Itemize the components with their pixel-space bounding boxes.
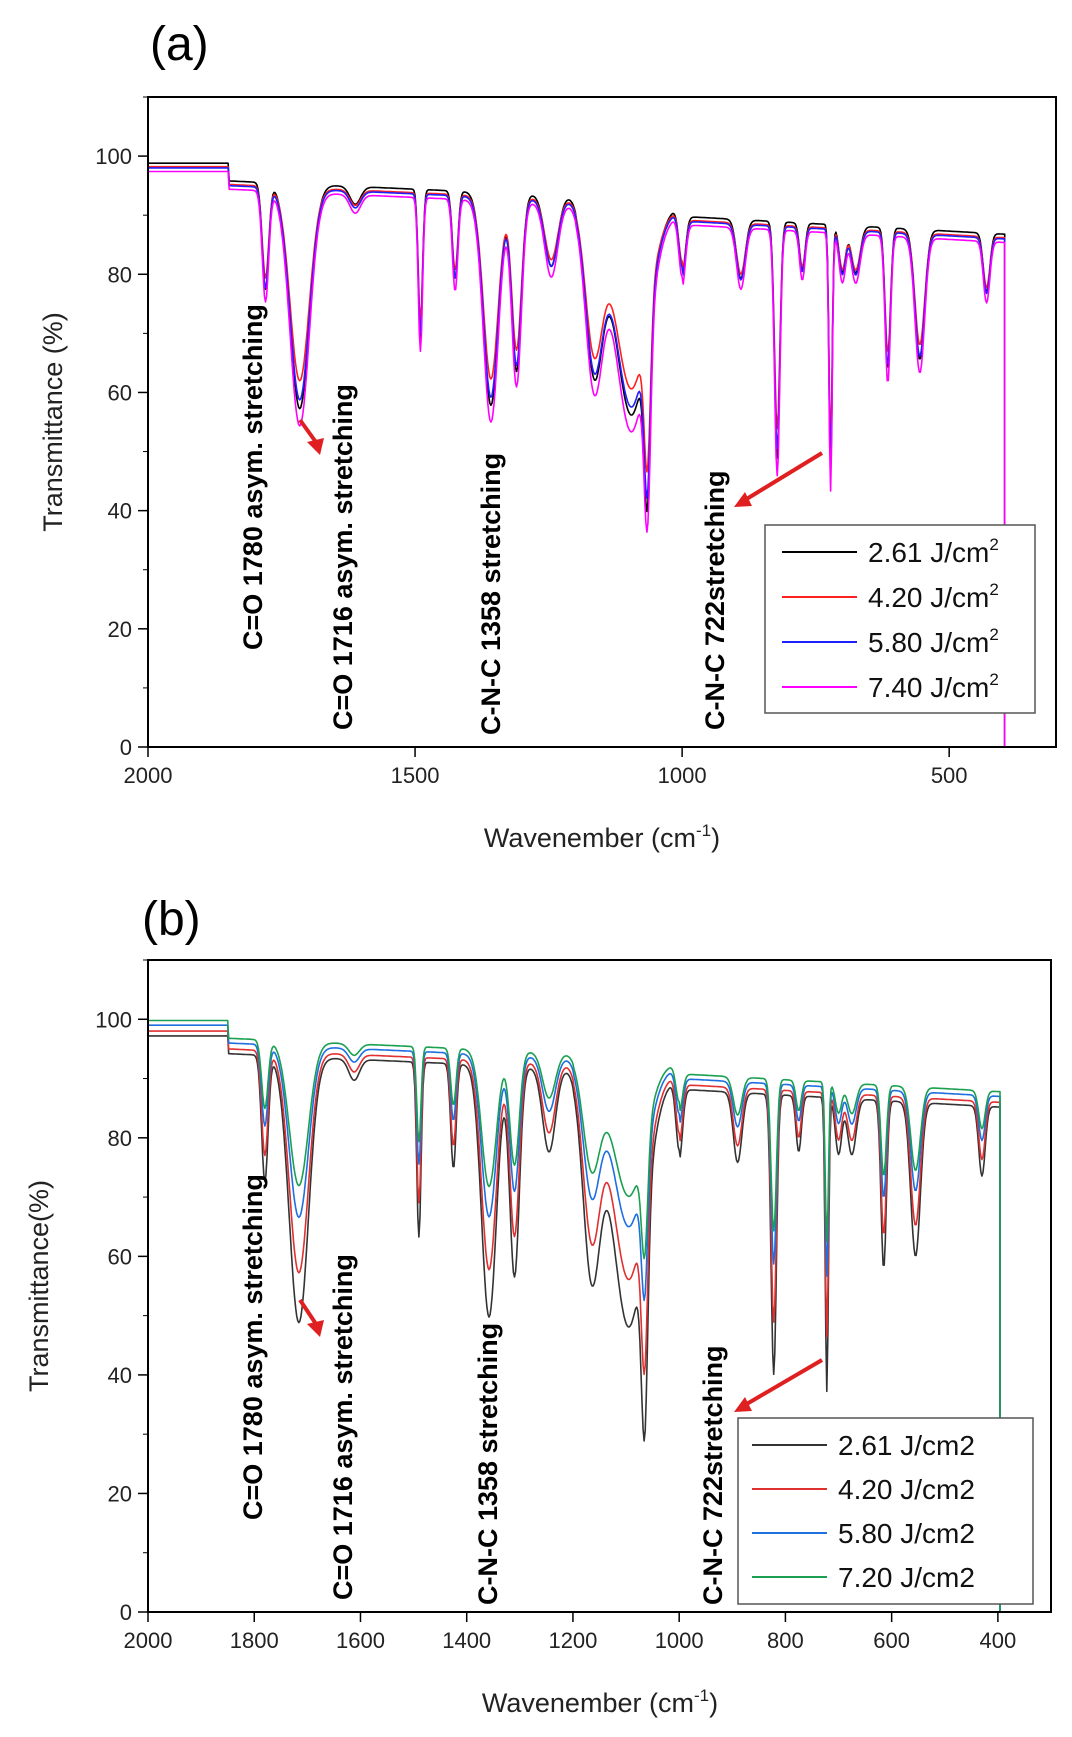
series-4-20-j-cm2 bbox=[148, 1030, 1001, 1612]
series-5-80-j-cm2 bbox=[148, 167, 1006, 747]
legend-a-label-1: 2.61 J/cm2 bbox=[868, 535, 999, 568]
annotation-c-o-1780: C=O 1780 asym. stretching bbox=[238, 304, 268, 650]
panel-b-legend: 2.61 J/cm2 4.20 J/cm2 5.80 J/cm2 7.20 J/… bbox=[737, 1417, 1034, 1605]
annotation-c-n-c-722: C-N-C 722stretching bbox=[700, 470, 730, 730]
y-tick-label: 100 bbox=[95, 144, 132, 169]
series-7-20-j-cm2 bbox=[148, 1019, 1001, 1612]
y-tick-label: 0 bbox=[120, 1600, 132, 1625]
panel-a-xlabel: Wavenember (cm-1) bbox=[484, 821, 720, 853]
y-tick-label: 60 bbox=[108, 1244, 132, 1269]
x-tick-label: 800 bbox=[767, 1628, 804, 1653]
series-5-80-j-cm2 bbox=[148, 1024, 1001, 1612]
legend-a-label-4: 7.40 J/cm2 bbox=[868, 670, 999, 703]
legend-b-label-4: 7.20 J/cm2 bbox=[838, 1562, 975, 1593]
panel-b-plot: 0 20 40 60 80 100 2000 1800 1600 1400 1200 1000 800 6… bbox=[95, 959, 1017, 1653]
arrow-b-722 bbox=[743, 1358, 824, 1407]
arrowhead-b-722 bbox=[734, 1397, 752, 1412]
panel-a-label: (a) bbox=[150, 18, 209, 71]
arrowhead-b-1716 bbox=[307, 1320, 324, 1337]
panel-b-annotations: C=O 1780 asym. stretching C=O 1716 asym.… bbox=[238, 1174, 728, 1605]
y-tick-label: 40 bbox=[108, 1363, 132, 1388]
panel-a-plot: 0 20 40 60 80 100 2000 1500 1000 500 bbox=[95, 96, 1006, 788]
x-tick-label: 2000 bbox=[124, 763, 173, 788]
panel-a-ylabel: Transmittance (%) bbox=[38, 312, 68, 532]
annotation-c-o-1716: C=O 1716 asym. stretching bbox=[328, 384, 358, 730]
panel-b-frame bbox=[147, 959, 1052, 1613]
panel-b-xlabel: Wavenember (cm-1) bbox=[482, 1686, 718, 1718]
panel-b: (b) 0 20 40 60 80 100 2000 1800 1600 1400 1200 1000… bbox=[24, 893, 1052, 1718]
panel-a-frame bbox=[147, 96, 1057, 748]
x-tick-label: 2000 bbox=[124, 1628, 173, 1653]
series-2-61-j-cm2 bbox=[148, 1035, 1001, 1612]
panel-b-label: (b) bbox=[142, 893, 201, 946]
legend-b-label-2: 4.20 J/cm2 bbox=[838, 1474, 975, 1505]
y-tick-label: 80 bbox=[108, 262, 132, 287]
y-tick-label: 20 bbox=[108, 1481, 132, 1506]
y-tick-label: 100 bbox=[95, 1007, 132, 1032]
legend-b-label-3: 5.80 J/cm2 bbox=[838, 1518, 975, 1549]
arrowhead-722 bbox=[734, 492, 752, 507]
x-tick-label: 1000 bbox=[655, 1628, 704, 1653]
y-tick-label: 20 bbox=[108, 617, 132, 642]
x-tick-label: 600 bbox=[873, 1628, 910, 1653]
series-7-40-j-cm2 bbox=[148, 170, 1006, 747]
x-tick-label: 1400 bbox=[442, 1628, 491, 1653]
panel-b-arrows bbox=[298, 1298, 824, 1412]
arrowhead-1716 bbox=[307, 438, 324, 455]
x-tick-label: 500 bbox=[931, 763, 968, 788]
legend-a-label-3: 5.80 J/cm2 bbox=[868, 625, 999, 658]
panel-a: (a) 0 20 40 60 80 100 2000 1500 1000 500 Transmit… bbox=[38, 18, 1057, 853]
panel-a-annotations: C=O 1780 asym. stretching C=O 1716 asym.… bbox=[238, 304, 730, 735]
panel-b-legend-box bbox=[737, 1417, 1034, 1605]
annotation-b-c-n-c-722: C-N-C 722stretching bbox=[698, 1345, 728, 1605]
annotation-b-c-n-c-1358: C-N-C 1358 stretching bbox=[473, 1323, 503, 1605]
y-tick-label: 0 bbox=[120, 735, 132, 760]
x-tick-label: 1500 bbox=[391, 763, 440, 788]
x-tick-label: 1600 bbox=[336, 1628, 385, 1653]
arrow-722 bbox=[743, 451, 824, 502]
y-tick-label: 40 bbox=[108, 499, 132, 524]
x-tick-label: 1000 bbox=[658, 763, 707, 788]
panel-b-ylabel: Transmittance(%) bbox=[24, 1180, 54, 1392]
annotation-c-n-c-1358: C-N-C 1358 stretching bbox=[476, 453, 506, 735]
x-tick-label: 1200 bbox=[548, 1628, 597, 1653]
x-tick-label: 1800 bbox=[230, 1628, 279, 1653]
panel-a-arrows bbox=[298, 418, 824, 507]
panel-a-legend-box bbox=[764, 524, 1036, 714]
annotation-b-c-o-1780: C=O 1780 asym. stretching bbox=[238, 1174, 268, 1520]
legend-a-label-2: 4.20 J/cm2 bbox=[868, 580, 999, 613]
legend-b-label-1: 2.61 J/cm2 bbox=[838, 1430, 975, 1461]
y-tick-label: 80 bbox=[108, 1126, 132, 1151]
y-tick-label: 60 bbox=[108, 380, 132, 405]
x-tick-label: 400 bbox=[980, 1628, 1017, 1653]
panel-a-legend: 2.61 J/cm2 4.20 J/cm2 5.80 J/cm2 7.40 J/… bbox=[764, 524, 1036, 714]
annotation-b-c-o-1716: C=O 1716 asym. stretching bbox=[328, 1254, 358, 1600]
